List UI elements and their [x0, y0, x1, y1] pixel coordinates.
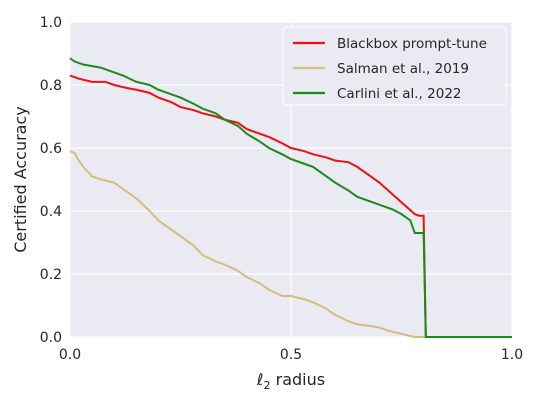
y-axis-label: Certified Accuracy [11, 106, 30, 253]
x-tick-label: 1.0 [501, 347, 523, 363]
legend-label-1: Blackbox prompt-tune [337, 36, 487, 52]
y-tick-label: 0.8 [40, 78, 62, 94]
y-tick-label: 0.0 [40, 330, 62, 346]
x-axis-label-prefix: ℓ [256, 370, 264, 389]
series-layer [69, 57, 512, 338]
legend-label-2: Salman et al., 2019 [337, 61, 469, 77]
series-line-1 [69, 74, 512, 338]
legend-label-3: Carlini et al., 2022 [337, 86, 462, 102]
series-line-2 [69, 150, 512, 338]
y-tick-label: 1.0 [40, 15, 62, 31]
legend-box [282, 26, 507, 106]
x-tick-label: 0.5 [280, 347, 302, 363]
x-axis-label: ℓ2 radius [256, 370, 325, 392]
ticks: 0.0 0.2 0.4 0.6 0.8 1.0 0.0 0.5 1.0 [40, 15, 523, 363]
y-tick-label: 0.6 [40, 141, 62, 157]
x-tick-label: 0.0 [59, 347, 81, 363]
y-tick-label: 0.2 [40, 267, 62, 283]
x-axis-label-sub: 2 [264, 379, 271, 392]
y-tick-label: 0.4 [40, 204, 62, 220]
legend: Blackbox prompt-tune Salman et al., 2019 C… [282, 26, 507, 106]
x-axis-label-suffix: radius [271, 370, 326, 389]
series-line-3 [69, 57, 512, 338]
